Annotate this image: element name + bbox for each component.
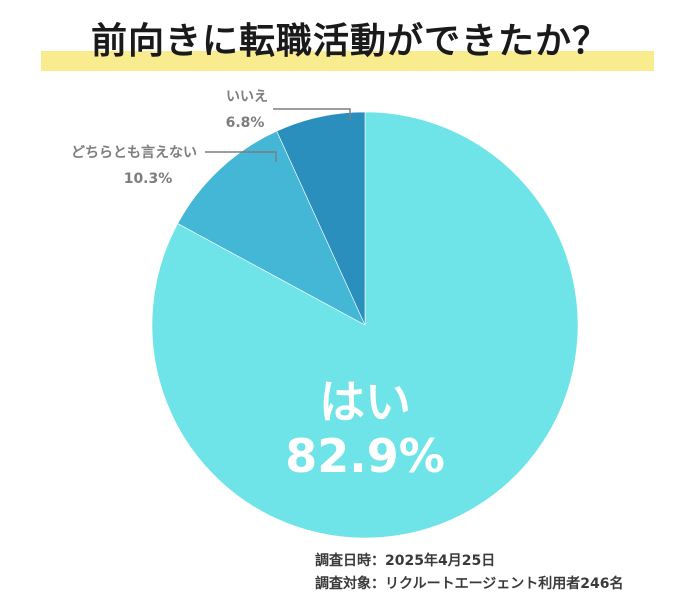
pie-slice-1 xyxy=(151,111,579,539)
chart-title-block: 前向きに転職活動ができたか？ xyxy=(0,14,700,74)
pie-slice-3 xyxy=(276,111,366,326)
slice-label-3: いいえ xyxy=(226,89,268,105)
leader-line-2 xyxy=(205,151,277,162)
slice-label-2: どちらとも言えない xyxy=(71,144,197,161)
leader-line-3 xyxy=(273,108,351,120)
slice-value-yes: 82.9% xyxy=(285,429,445,483)
survey-date-note: 調査日時：2025年4月25日 xyxy=(315,553,496,569)
slice-label-yes: はい xyxy=(319,375,411,429)
survey-target-note: 調査対象：リクルートエージェント利用者246名 xyxy=(315,576,624,592)
pie-slice-2 xyxy=(177,130,366,326)
slice-value-3: 6.8% xyxy=(226,115,265,131)
slice-value-2: 10.3% xyxy=(124,171,173,187)
title-highlight-bar xyxy=(41,51,654,71)
chart-title: 前向きに転職活動ができたか？ xyxy=(90,21,609,62)
